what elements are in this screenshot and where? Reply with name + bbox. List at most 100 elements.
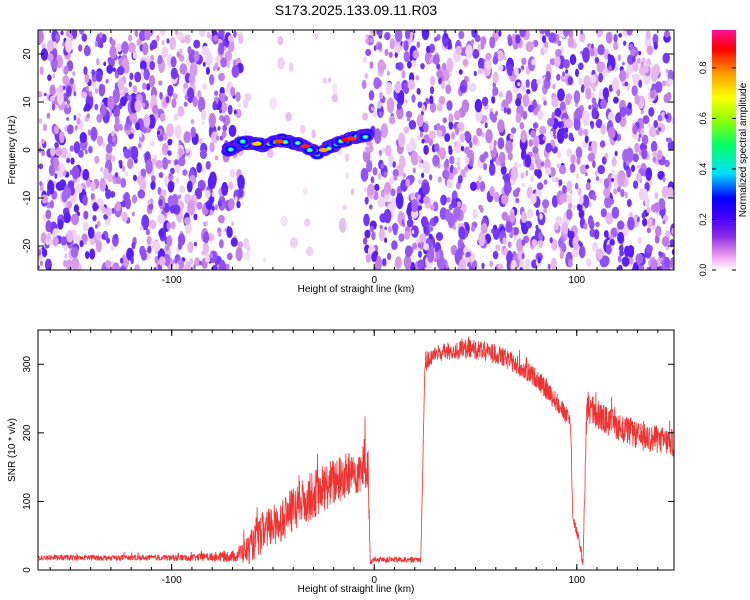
spectrogram-cell (428, 226, 433, 232)
spectrogram-cell (101, 233, 106, 240)
spectrogram-cell (465, 44, 473, 59)
snr-x-label: Height of straight line (km) (298, 584, 415, 595)
spectrogram-cell (613, 41, 619, 51)
spectrogram-cell (64, 37, 73, 53)
spectrogram-cell (459, 258, 467, 269)
spectrogram-cell (450, 131, 456, 140)
spectrogram-cell (377, 43, 382, 50)
spectrogram-cell (638, 50, 642, 56)
spectrogram-cell (374, 79, 382, 88)
spectrogram-cell (146, 83, 151, 91)
spectrogram-cell (489, 159, 494, 166)
spectrogram-cell (143, 68, 150, 81)
spectrogram-cell (619, 249, 624, 257)
x-tick-label: -100 (162, 575, 182, 586)
spectrogram-cell (153, 267, 157, 270)
colorbar-tick-label: 0.4 (698, 163, 708, 176)
spectrogram-cell (193, 39, 201, 49)
spectrogram-cell (518, 163, 522, 169)
spectrogram-cell (613, 34, 618, 43)
spectrogram-cell (202, 61, 206, 67)
spectrogram-cell (519, 267, 523, 270)
spectrogram-cell (61, 190, 68, 203)
spectrogram-cell (423, 134, 430, 144)
spectrogram-cell (142, 125, 147, 134)
spectrogram-cell (132, 51, 137, 59)
spectrogram-cell (193, 50, 200, 62)
spectrogram-cell (525, 220, 533, 229)
spectrogram-cell (38, 163, 44, 170)
spectrogram-cell (594, 56, 600, 64)
spectrogram-cell (573, 116, 581, 131)
spectrogram-cell (480, 41, 485, 50)
spectrogram-cell (67, 180, 75, 189)
spectrogram-cell (131, 241, 136, 250)
spectrogram-cell (567, 76, 573, 86)
spectrogram-cell (54, 173, 58, 179)
spectrogram-cell (527, 208, 534, 219)
spectrogram-cell (636, 172, 642, 182)
spectrogram-cell (243, 99, 249, 109)
spectrogram-cell (78, 149, 84, 158)
spectrogram-cell (177, 194, 182, 199)
spectrogram-cell (178, 147, 183, 157)
spectrogram-cell (605, 244, 612, 255)
spectrogram-cell (443, 69, 450, 81)
spectrogram-cell (455, 45, 462, 56)
spectrogram-cell (121, 211, 128, 223)
spectrogram-cell (371, 231, 376, 241)
colorbar: 0.0 0.2 0.4 0.6 0.8 Normalized spectral ampl… (698, 30, 749, 276)
spectrogram-cell (85, 251, 90, 259)
spectrogram-cell (383, 171, 388, 178)
spectrogram-cell (566, 208, 573, 220)
spectrogram-cell (143, 114, 151, 128)
spectrogram-cell (446, 100, 453, 111)
spectrogram-cell (388, 115, 396, 125)
spectrogram-cell (114, 172, 119, 178)
spectrogram-cell (409, 137, 416, 148)
ridge-cell (308, 149, 311, 151)
spectrogram-cell (479, 180, 486, 192)
spectrogram-cell (269, 96, 277, 110)
spectrogram-cell (478, 231, 486, 247)
spectrogram-cell (71, 256, 80, 270)
spectrogram-cell (492, 71, 499, 84)
spectrogram-cell (45, 209, 52, 220)
spectrogram-cell (562, 185, 567, 195)
y-tick-label: 0 (22, 147, 33, 153)
spectrogram-cell (151, 39, 158, 50)
spectrogram-cell (372, 110, 378, 118)
spectrogram-cell (646, 227, 652, 234)
spectrogram-cell (568, 132, 574, 141)
spectrogram-cell (433, 124, 438, 131)
spectrogram-cell (521, 253, 525, 260)
spectrogram-cell (403, 254, 412, 270)
spectrogram-cell (572, 234, 580, 251)
spectrogram-cell (94, 88, 99, 94)
spectrogram-cell (170, 167, 175, 175)
spectrogram-cell (535, 189, 542, 198)
spectrogram-cell (149, 219, 157, 229)
spectrogram-cell (632, 124, 638, 135)
spectrogram-cell (410, 192, 416, 201)
spectrogram-cell (184, 261, 192, 270)
spectrogram-cell (390, 42, 395, 49)
spectrogram-cell (158, 228, 165, 238)
spectrogram-cell (558, 194, 565, 204)
spectrogram-cell (370, 30, 378, 37)
spectrogram-cell (364, 73, 369, 79)
spectrogram-cell (338, 217, 347, 233)
spectrogram-cell (65, 259, 74, 270)
spectrogram-cell (496, 50, 504, 62)
spectrogram-cell (521, 57, 527, 65)
spectrogram-cell (226, 226, 233, 238)
spectrogram-cell (617, 54, 622, 61)
spectrogram-cell (520, 129, 527, 143)
spectrogram-cell (641, 212, 646, 219)
spectrogram-cell (442, 37, 449, 46)
spectrogram-cell (120, 178, 127, 188)
spectrogram-cell (134, 264, 140, 270)
spectrogram-cell (579, 164, 587, 175)
spectrogram-cell (563, 30, 570, 37)
spectrogram-cell (654, 234, 660, 244)
